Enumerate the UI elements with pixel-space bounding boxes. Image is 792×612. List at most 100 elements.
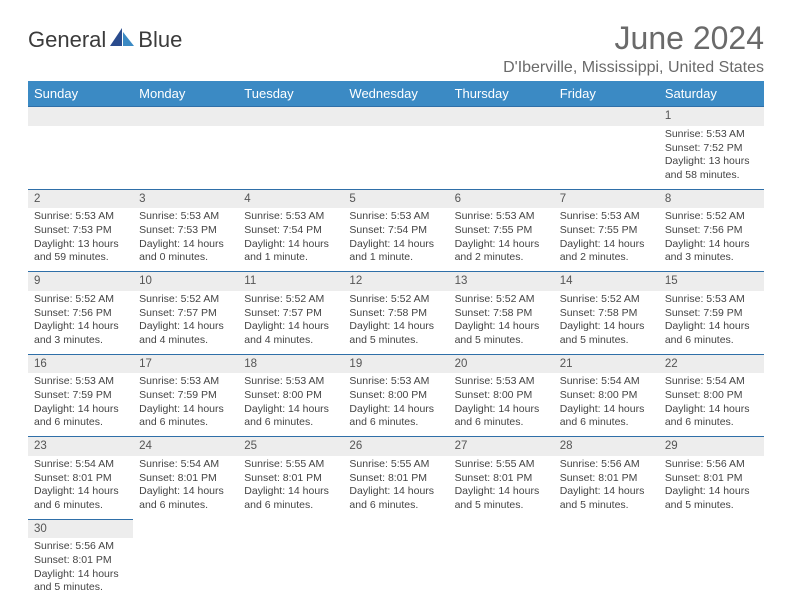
logo: General Blue (28, 26, 182, 53)
day-detail: Sunrise: 5:55 AMSunset: 8:01 PMDaylight:… (449, 456, 554, 519)
daylight-text: Daylight: 14 hours and 6 minutes. (665, 403, 758, 430)
day-number: 16 (28, 354, 133, 373)
day-detail: Sunrise: 5:53 AMSunset: 7:53 PMDaylight:… (28, 208, 133, 271)
empty-cell (133, 107, 238, 126)
empty-cell (554, 538, 659, 601)
daylight-text: Daylight: 14 hours and 6 minutes. (665, 320, 758, 347)
sunset-text: Sunset: 7:54 PM (349, 224, 442, 238)
day-detail: Sunrise: 5:53 AMSunset: 8:00 PMDaylight:… (343, 373, 448, 436)
sunset-text: Sunset: 8:01 PM (244, 472, 337, 486)
sunset-text: Sunset: 7:55 PM (455, 224, 548, 238)
empty-cell (554, 126, 659, 189)
day-detail: Sunrise: 5:52 AMSunset: 7:58 PMDaylight:… (449, 291, 554, 354)
day-number: 8 (659, 189, 764, 208)
sunset-text: Sunset: 7:58 PM (455, 307, 548, 321)
daynum-row: 16171819202122 (28, 354, 764, 373)
day-detail: Sunrise: 5:56 AMSunset: 8:01 PMDaylight:… (659, 456, 764, 519)
daynum-row: 23242526272829 (28, 437, 764, 456)
sunrise-text: Sunrise: 5:53 AM (244, 375, 337, 389)
detail-row: Sunrise: 5:52 AMSunset: 7:56 PMDaylight:… (28, 291, 764, 354)
sunset-text: Sunset: 8:01 PM (139, 472, 232, 486)
sunset-text: Sunset: 7:54 PM (244, 224, 337, 238)
day-detail: Sunrise: 5:52 AMSunset: 7:58 PMDaylight:… (343, 291, 448, 354)
day-number: 4 (238, 189, 343, 208)
day-detail: Sunrise: 5:55 AMSunset: 8:01 PMDaylight:… (343, 456, 448, 519)
day-number: 14 (554, 272, 659, 291)
sunrise-text: Sunrise: 5:56 AM (560, 458, 653, 472)
sunrise-text: Sunrise: 5:53 AM (139, 375, 232, 389)
day-detail: Sunrise: 5:52 AMSunset: 7:56 PMDaylight:… (659, 208, 764, 271)
sunrise-text: Sunrise: 5:52 AM (455, 293, 548, 307)
day-number: 11 (238, 272, 343, 291)
day-header: Sunday (28, 81, 133, 107)
detail-row: Sunrise: 5:53 AMSunset: 7:52 PMDaylight:… (28, 126, 764, 189)
detail-row: Sunrise: 5:53 AMSunset: 7:53 PMDaylight:… (28, 208, 764, 271)
sunset-text: Sunset: 7:56 PM (34, 307, 127, 321)
empty-cell (343, 126, 448, 189)
day-number: 2 (28, 189, 133, 208)
sail-icon (108, 26, 136, 53)
empty-cell (238, 107, 343, 126)
daylight-text: Daylight: 13 hours and 59 minutes. (34, 238, 127, 265)
daylight-text: Daylight: 14 hours and 5 minutes. (34, 568, 127, 595)
day-header: Monday (133, 81, 238, 107)
daynum-row: 2345678 (28, 189, 764, 208)
empty-cell (343, 538, 448, 601)
sunset-text: Sunset: 7:59 PM (665, 307, 758, 321)
sunset-text: Sunset: 7:52 PM (665, 142, 758, 156)
empty-cell (449, 107, 554, 126)
sunrise-text: Sunrise: 5:56 AM (34, 540, 127, 554)
daylight-text: Daylight: 14 hours and 2 minutes. (455, 238, 548, 265)
empty-cell (554, 107, 659, 126)
day-number: 21 (554, 354, 659, 373)
daynum-row: 1 (28, 107, 764, 126)
daylight-text: Daylight: 14 hours and 5 minutes. (665, 485, 758, 512)
day-detail: Sunrise: 5:53 AMSunset: 7:59 PMDaylight:… (28, 373, 133, 436)
daylight-text: Daylight: 14 hours and 1 minute. (244, 238, 337, 265)
daylight-text: Daylight: 14 hours and 3 minutes. (34, 320, 127, 347)
empty-cell (28, 126, 133, 189)
day-number: 12 (343, 272, 448, 291)
header: General Blue June 2024 D'Iberville, Miss… (28, 20, 764, 77)
empty-cell (659, 519, 764, 538)
sunset-text: Sunset: 7:56 PM (665, 224, 758, 238)
sunset-text: Sunset: 7:57 PM (139, 307, 232, 321)
sunset-text: Sunset: 7:59 PM (34, 389, 127, 403)
day-number: 17 (133, 354, 238, 373)
sunrise-text: Sunrise: 5:53 AM (349, 375, 442, 389)
day-number: 25 (238, 437, 343, 456)
empty-cell (133, 538, 238, 601)
detail-row: Sunrise: 5:56 AMSunset: 8:01 PMDaylight:… (28, 538, 764, 601)
day-detail: Sunrise: 5:56 AMSunset: 8:01 PMDaylight:… (554, 456, 659, 519)
day-detail: Sunrise: 5:53 AMSunset: 8:00 PMDaylight:… (449, 373, 554, 436)
day-header: Wednesday (343, 81, 448, 107)
day-number: 13 (449, 272, 554, 291)
sunset-text: Sunset: 8:01 PM (34, 472, 127, 486)
day-detail: Sunrise: 5:55 AMSunset: 8:01 PMDaylight:… (238, 456, 343, 519)
sunset-text: Sunset: 8:00 PM (244, 389, 337, 403)
sunset-text: Sunset: 8:01 PM (349, 472, 442, 486)
daylight-text: Daylight: 14 hours and 6 minutes. (34, 403, 127, 430)
empty-cell (133, 126, 238, 189)
sunrise-text: Sunrise: 5:55 AM (455, 458, 548, 472)
daylight-text: Daylight: 14 hours and 6 minutes. (349, 403, 442, 430)
logo-text-2: Blue (138, 27, 182, 53)
sunrise-text: Sunrise: 5:53 AM (34, 210, 127, 224)
day-detail: Sunrise: 5:53 AMSunset: 7:55 PMDaylight:… (554, 208, 659, 271)
daynum-row: 30 (28, 519, 764, 538)
day-detail: Sunrise: 5:56 AMSunset: 8:01 PMDaylight:… (28, 538, 133, 601)
sunset-text: Sunset: 7:58 PM (560, 307, 653, 321)
sunrise-text: Sunrise: 5:54 AM (560, 375, 653, 389)
day-detail: Sunrise: 5:53 AMSunset: 7:54 PMDaylight:… (343, 208, 448, 271)
day-number: 24 (133, 437, 238, 456)
empty-cell (343, 107, 448, 126)
daylight-text: Daylight: 14 hours and 6 minutes. (560, 403, 653, 430)
sunrise-text: Sunrise: 5:52 AM (349, 293, 442, 307)
sunrise-text: Sunrise: 5:53 AM (349, 210, 442, 224)
day-number: 22 (659, 354, 764, 373)
daylight-text: Daylight: 14 hours and 6 minutes. (34, 485, 127, 512)
sunset-text: Sunset: 8:00 PM (560, 389, 653, 403)
sunrise-text: Sunrise: 5:52 AM (560, 293, 653, 307)
empty-cell (449, 519, 554, 538)
daylight-text: Daylight: 14 hours and 6 minutes. (244, 485, 337, 512)
